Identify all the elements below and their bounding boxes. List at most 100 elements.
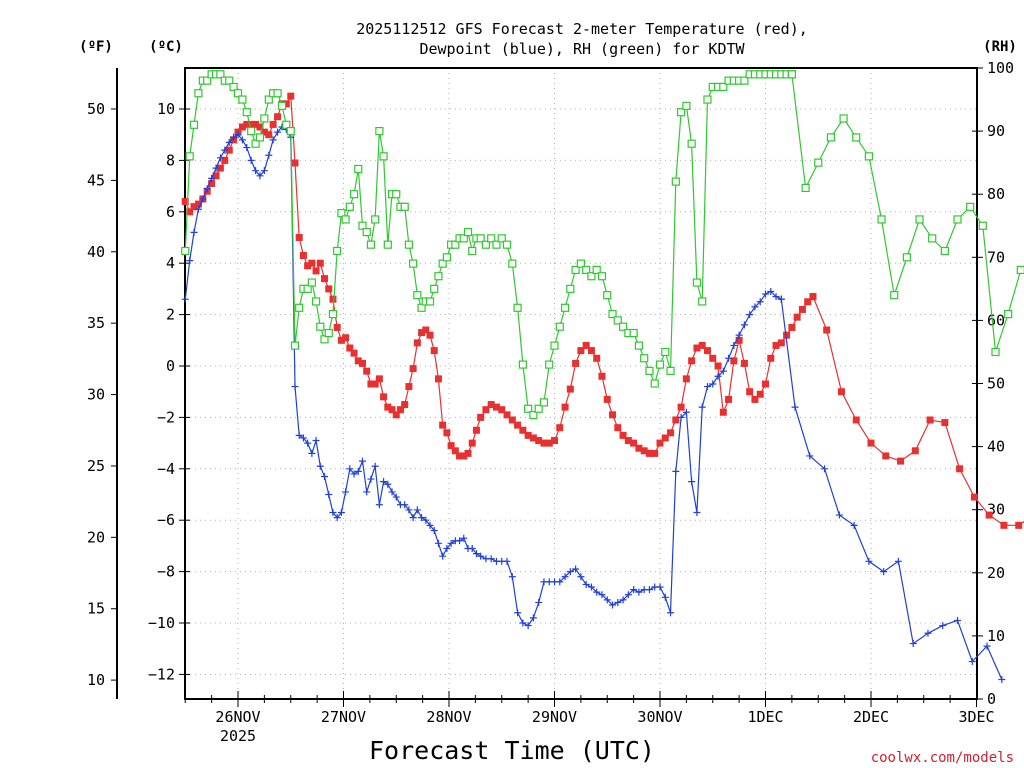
data-point bbox=[608, 309, 617, 319]
data-point bbox=[661, 593, 669, 601]
data-point bbox=[190, 228, 198, 236]
data-point bbox=[430, 284, 439, 293]
data-point bbox=[852, 416, 860, 424]
data-point bbox=[186, 208, 194, 216]
data-point bbox=[677, 403, 685, 411]
series-2-meter-temperature bbox=[181, 92, 1024, 529]
data-point bbox=[299, 251, 307, 259]
data-point bbox=[212, 172, 220, 180]
data-point bbox=[286, 126, 295, 136]
data-point bbox=[388, 406, 396, 414]
data-point bbox=[882, 452, 890, 460]
data-point bbox=[746, 311, 754, 319]
data-point bbox=[252, 120, 260, 128]
data-point bbox=[426, 521, 434, 529]
celsius-unit-label: (ºC) bbox=[149, 39, 183, 55]
data-point bbox=[243, 144, 251, 152]
data-point bbox=[597, 272, 607, 281]
data-point bbox=[208, 174, 216, 182]
data-point bbox=[354, 467, 362, 475]
data-point bbox=[472, 426, 480, 434]
data-point bbox=[392, 190, 401, 199]
data-point bbox=[383, 240, 392, 249]
c-tick-label: 10 bbox=[157, 100, 175, 118]
data-point bbox=[650, 379, 659, 388]
data-point bbox=[468, 544, 476, 552]
data-point bbox=[418, 329, 426, 337]
data-point bbox=[274, 113, 282, 121]
data-point bbox=[384, 480, 392, 488]
data-point bbox=[524, 431, 532, 439]
data-point bbox=[693, 508, 701, 516]
data-point bbox=[629, 328, 638, 338]
data-point bbox=[953, 215, 962, 224]
data-point bbox=[316, 259, 324, 267]
data-point bbox=[867, 439, 875, 447]
data-point bbox=[438, 259, 447, 268]
data-point bbox=[221, 146, 229, 154]
data-point bbox=[476, 234, 485, 243]
data-point bbox=[555, 322, 564, 331]
data-point bbox=[624, 591, 632, 599]
data-point bbox=[839, 114, 848, 123]
data-point bbox=[968, 658, 976, 666]
x-tick-label: 3DEC bbox=[958, 708, 994, 726]
rh-tick-label: 100 bbox=[987, 59, 1014, 77]
series-rh bbox=[181, 70, 1024, 420]
data-point bbox=[447, 539, 455, 547]
data-point bbox=[545, 360, 554, 369]
rh-tick-label: 80 bbox=[987, 185, 1005, 203]
data-point bbox=[714, 362, 722, 370]
series-dewpoint bbox=[181, 123, 1006, 684]
c-tick-label: −12 bbox=[148, 665, 175, 683]
data-point bbox=[561, 403, 569, 411]
data-point bbox=[592, 265, 601, 275]
data-point bbox=[439, 552, 447, 560]
data-point bbox=[417, 303, 426, 312]
data-point bbox=[225, 76, 234, 85]
data-point bbox=[709, 354, 717, 362]
data-point bbox=[837, 388, 845, 396]
credit-text: coolwx.com/models bbox=[871, 750, 1014, 766]
data-point bbox=[787, 70, 796, 79]
data-point bbox=[1004, 309, 1013, 319]
data-point bbox=[940, 246, 949, 256]
data-point bbox=[1015, 521, 1023, 529]
data-point bbox=[603, 291, 612, 300]
data-point bbox=[587, 347, 595, 355]
data-point bbox=[926, 416, 934, 424]
data-point bbox=[740, 76, 749, 85]
data-point bbox=[740, 321, 748, 329]
data-point bbox=[256, 172, 264, 180]
data-point bbox=[354, 164, 363, 174]
data-point bbox=[316, 462, 324, 470]
data-point bbox=[634, 341, 644, 350]
data-point bbox=[772, 293, 780, 301]
data-point bbox=[492, 240, 501, 249]
data-point bbox=[609, 601, 617, 609]
data-point bbox=[333, 323, 341, 331]
data-point bbox=[852, 133, 861, 142]
fahrenheit-unit-label: (ºF) bbox=[79, 39, 113, 55]
data-point bbox=[203, 76, 212, 85]
rh-tick-label: 50 bbox=[987, 375, 1005, 393]
data-point bbox=[221, 156, 229, 164]
data-point bbox=[451, 447, 459, 455]
rh-tick-label: 0 bbox=[987, 690, 996, 708]
data-point bbox=[346, 344, 354, 352]
data-point bbox=[216, 70, 225, 79]
x-tick-label: 1DEC bbox=[747, 708, 783, 726]
data-point bbox=[186, 257, 194, 265]
data-point bbox=[998, 676, 1006, 684]
data-point bbox=[260, 114, 269, 123]
data-point bbox=[194, 89, 203, 98]
data-point bbox=[725, 354, 733, 362]
data-point bbox=[534, 404, 543, 413]
data-point bbox=[384, 403, 392, 411]
c-tick-label: −6 bbox=[157, 511, 175, 529]
data-point bbox=[358, 221, 367, 230]
data-point bbox=[762, 380, 769, 388]
data-point bbox=[806, 452, 814, 460]
data-point bbox=[481, 240, 491, 249]
data-point bbox=[645, 449, 653, 457]
